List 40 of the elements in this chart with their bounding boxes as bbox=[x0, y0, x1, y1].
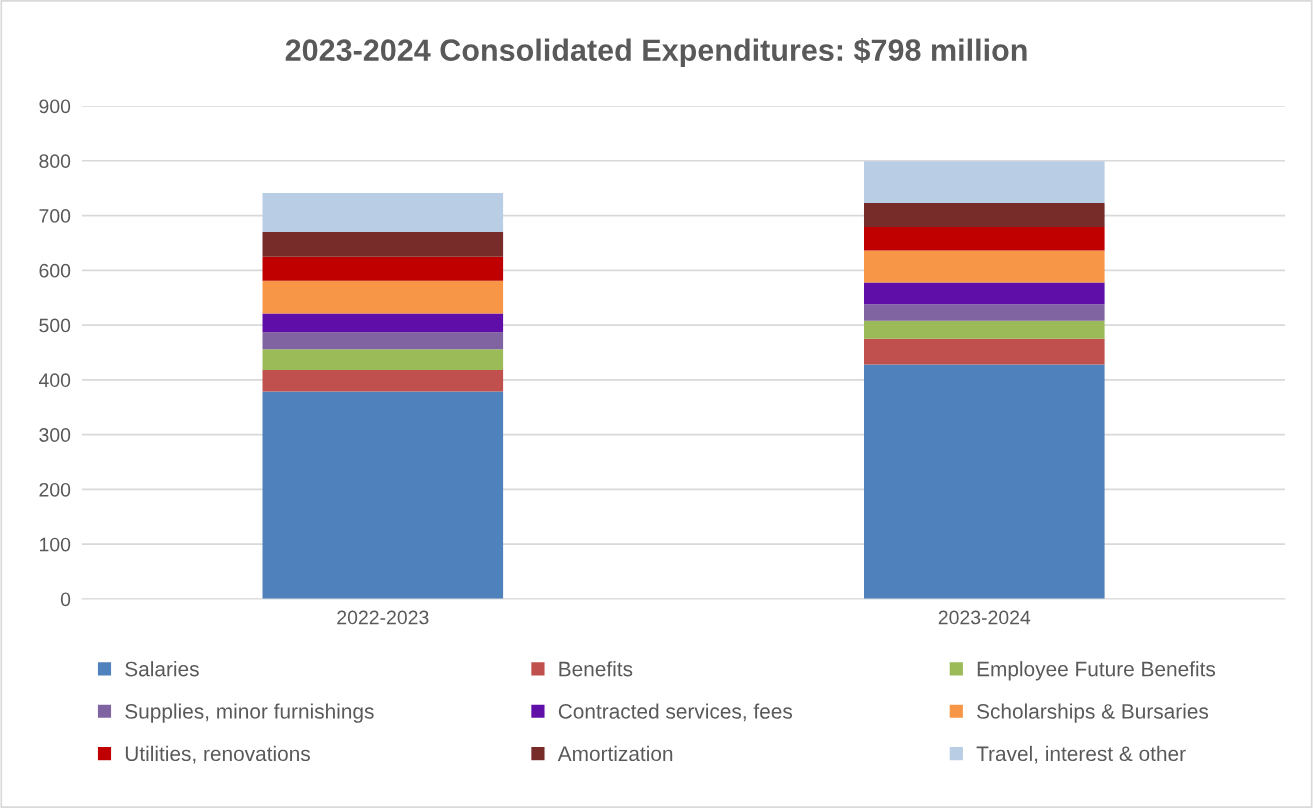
bar bbox=[863, 364, 1105, 599]
bar bbox=[863, 161, 1105, 203]
y-tick-label: 900 bbox=[39, 99, 71, 114]
legend-label: Utilities, renovations bbox=[125, 745, 310, 764]
y-tick-label: 700 bbox=[39, 209, 71, 223]
y-tick-label: 800 bbox=[39, 154, 71, 169]
bar bbox=[863, 338, 1105, 365]
bar bbox=[262, 349, 504, 371]
x-tick-label: 2022-2023 bbox=[337, 610, 429, 625]
bar bbox=[262, 313, 504, 333]
bar bbox=[863, 304, 1105, 321]
x-tick-label: 2023-2024 bbox=[938, 610, 1031, 625]
y-tick-label: 300 bbox=[39, 428, 71, 442]
bar bbox=[863, 227, 1105, 251]
legend-label: Supplies, minor furnishings bbox=[125, 703, 374, 723]
y-tick-label: 400 bbox=[38, 373, 71, 388]
legend-label: Benefits bbox=[559, 661, 633, 677]
legend-label: Contracted services, fees bbox=[558, 703, 793, 722]
chart-title: 2023-2024 Consolidated Expenditures: $798 million bbox=[285, 38, 1027, 68]
bar bbox=[863, 202, 1105, 228]
bar bbox=[262, 231, 504, 257]
bar bbox=[262, 391, 504, 599]
y-tick-label: 0 bbox=[60, 592, 71, 607]
bar bbox=[262, 193, 504, 232]
legend-label: Amortization bbox=[557, 745, 673, 762]
legend-label: Travel, interest & other bbox=[976, 745, 1186, 764]
y-tick-label: 600 bbox=[39, 263, 71, 278]
legend-label: Scholarships & Bursaries bbox=[977, 703, 1209, 723]
bar bbox=[262, 280, 504, 314]
bar bbox=[262, 256, 504, 281]
bar bbox=[863, 250, 1105, 283]
bar bbox=[863, 320, 1105, 339]
legend-label: Employee Future Benefits bbox=[977, 661, 1216, 681]
y-tick-label: 100 bbox=[40, 537, 71, 552]
bar bbox=[262, 332, 504, 350]
bar bbox=[863, 282, 1105, 305]
y-tick-label: 500 bbox=[39, 318, 71, 333]
bar bbox=[262, 370, 504, 392]
y-tick-label: 200 bbox=[39, 482, 71, 497]
legend-label: Salaries bbox=[125, 661, 199, 677]
